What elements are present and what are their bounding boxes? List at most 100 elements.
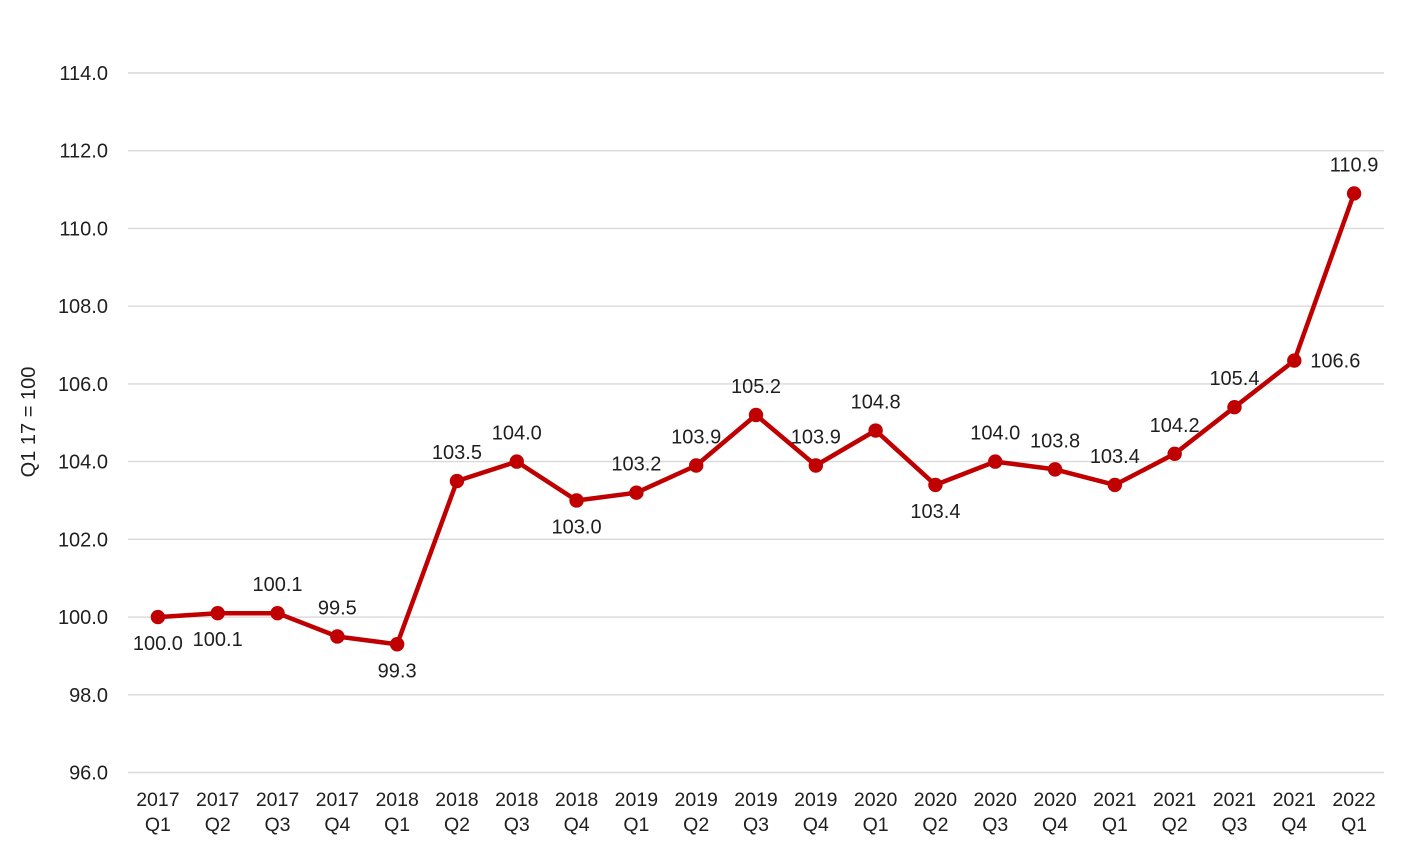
y-axis-tick-label: 110.0: [59, 218, 108, 240]
y-axis-tick-label: 102.0: [58, 529, 108, 551]
x-axis-tick-year: 2017: [196, 789, 239, 811]
x-axis-tick-quarter: Q3: [504, 814, 530, 836]
x-axis-tick-year: 2018: [375, 789, 418, 811]
y-axis-tick-label: 98.0: [69, 685, 108, 707]
x-axis-tick-year: 2021: [1153, 789, 1196, 811]
data-point-label: 105.2: [731, 376, 781, 398]
x-axis-tick-quarter: Q4: [1281, 814, 1307, 836]
x-axis-tick-quarter: Q4: [564, 814, 590, 836]
x-axis-tick-label: 2019 Q2: [674, 789, 717, 836]
x-axis-tick-year: 2019: [794, 789, 837, 811]
x-axis-tick-year: 2022: [1332, 789, 1375, 811]
x-axis-tick-label: 2021 Q4: [1273, 789, 1316, 836]
data-point-marker: [1047, 462, 1063, 477]
data-point-marker: [509, 454, 524, 469]
data-point-label: 103.4: [1090, 446, 1140, 468]
x-axis-tick-quarter: Q4: [1042, 814, 1068, 836]
x-axis-tick-year: 2019: [615, 789, 658, 811]
x-axis-tick-quarter: Q3: [265, 814, 291, 836]
x-axis-tick-year: 2021: [1093, 789, 1136, 811]
data-point-marker: [1167, 446, 1182, 462]
x-axis-tick-quarter: Q1: [145, 814, 171, 836]
x-axis-tick-quarter: Q4: [324, 814, 350, 836]
x-axis-tick-quarter: Q2: [205, 814, 231, 836]
y-axis-tick-label: 100.0: [58, 607, 108, 629]
x-axis-tick-label: 2018 Q3: [495, 789, 538, 836]
x-axis-tick-label: 2020 Q1: [854, 789, 898, 836]
y-axis-tick-label: 104.0: [58, 452, 108, 474]
data-point-marker: [1107, 477, 1123, 493]
data-point-marker: [270, 605, 285, 621]
data-point-marker: [629, 485, 644, 500]
data-point-label: 103.4: [910, 501, 960, 523]
x-axis-tick-year: 2020: [914, 789, 958, 811]
x-axis-tick-label: 2020 Q2: [914, 789, 958, 836]
gridlines-group: [128, 72, 1384, 774]
data-point-label: 103.9: [671, 426, 721, 448]
x-axis-tick-year: 2017: [256, 789, 299, 811]
x-axis-tick-year: 2020: [1033, 789, 1077, 811]
data-point-marker: [748, 407, 764, 423]
data-point-label: 100.1: [252, 574, 302, 596]
x-axis-tick-quarter: Q2: [1162, 814, 1188, 836]
data-point-label: 103.9: [791, 426, 841, 448]
x-axis-tick-quarter: Q3: [1221, 814, 1247, 836]
x-axis-tick-quarter: Q1: [863, 814, 889, 836]
data-point-marker: [150, 609, 166, 625]
data-point-marker: [928, 477, 943, 493]
x-axis-tick-label: 2017 Q4: [316, 789, 359, 836]
x-axis-tick-label: 2017 Q2: [196, 789, 239, 836]
y-axis-tick-label: 112.0: [59, 141, 108, 163]
x-axis-tick-label: 2017 Q3: [256, 789, 299, 836]
x-axis-tick-year: 2020: [854, 789, 898, 811]
x-axis-tick-quarter: Q4: [803, 814, 829, 836]
x-axis-tick-quarter: Q1: [1341, 814, 1367, 836]
data-point-label: 99.3: [378, 660, 417, 682]
y-axis-tick-label: 106.0: [58, 374, 108, 396]
data-point-label: 104.0: [492, 423, 542, 445]
x-axis-tick-year: 2017: [136, 789, 179, 811]
x-axis-tick-label: 2020 Q4: [1033, 789, 1077, 836]
data-point-label: 104.8: [851, 392, 901, 414]
data-point-label: 105.4: [1209, 368, 1259, 390]
x-axis-tick-label: 2022 Q1: [1332, 789, 1375, 836]
x-axis-tick-label: 2018 Q4: [555, 789, 598, 836]
data-series-group: [150, 186, 1362, 652]
x-axis-tick-label: 2021 Q1: [1093, 789, 1136, 836]
data-point-marker: [1227, 400, 1242, 415]
x-axis-tick-quarter: Q1: [1102, 814, 1128, 836]
x-axis-tick-year: 2019: [674, 789, 717, 811]
data-point-marker: [1346, 186, 1362, 201]
x-axis-tick-year: 2021: [1273, 789, 1316, 811]
y-axis-title: Q1 17 = 100: [18, 367, 40, 478]
x-axis-tick-label: 2020 Q3: [974, 789, 1018, 836]
x-axis-tick-label: 2021 Q2: [1153, 789, 1196, 836]
data-point-label: 103.8: [1030, 430, 1080, 452]
x-axis-tick-quarter: Q2: [683, 814, 709, 836]
data-point-marker: [808, 458, 824, 473]
data-point-label: 103.2: [611, 454, 661, 476]
data-point-marker: [449, 473, 465, 489]
x-axis-tick-label: 2018 Q2: [435, 789, 478, 836]
x-axis-tick-year: 2018: [435, 789, 478, 811]
x-axis-tick-label: 2019 Q4: [794, 789, 837, 836]
data-point-marker: [569, 493, 584, 508]
data-point-marker: [210, 605, 225, 621]
x-axis-tick-label: 2018 Q1: [375, 789, 418, 836]
data-point-label: 100.0: [133, 633, 183, 655]
x-axis-tick-label: 2021 Q3: [1213, 789, 1256, 836]
y-axis-tick-label: 108.0: [58, 296, 108, 318]
data-point-label: 103.5: [432, 442, 482, 464]
x-axis-tick-year: 2017: [316, 789, 359, 811]
data-point-marker: [389, 637, 405, 652]
x-axis-tick-year: 2018: [495, 789, 538, 811]
x-axis-tick-quarter: Q2: [444, 814, 470, 836]
x-axis-tick-year: 2020: [974, 789, 1018, 811]
y-axis-tick-labels-group: 96.0 98.0 100.0 102.0 104.0 106.0 108.0 110.0 11…: [58, 63, 108, 785]
x-axis-tick-year: 2018: [555, 789, 598, 811]
x-axis-tick-label: 2019 Q3: [734, 789, 777, 836]
data-point-marker: [688, 458, 704, 473]
x-axis-tick-quarter: Q2: [922, 814, 948, 836]
data-point-marker: [988, 454, 1003, 469]
